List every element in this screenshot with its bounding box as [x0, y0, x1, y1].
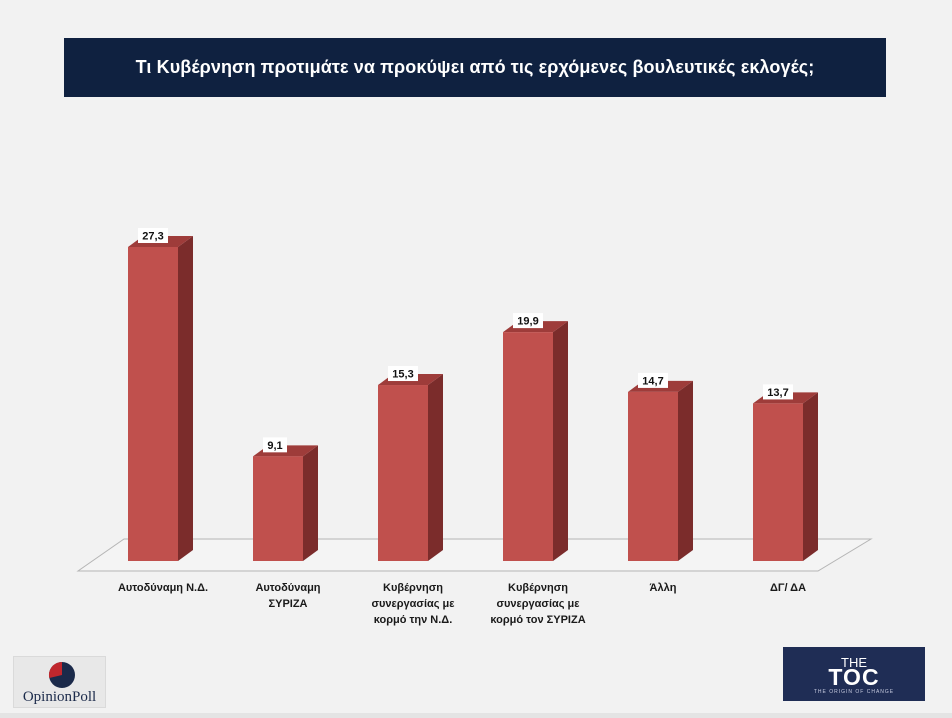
thetoc-logo-the: THE [841, 655, 867, 670]
category-label-line: Κυβέρνηση [508, 582, 568, 594]
category-label: Αυτοδύναμη ΣΥΡΙΖΑ [223, 580, 353, 612]
bar-group: 14,7 [628, 372, 693, 561]
bar [503, 332, 553, 561]
category-label: ΔΓ/ ΔΑ [723, 580, 853, 596]
data-label-box [513, 313, 543, 329]
category-label-line: συνεργασίας με [371, 598, 455, 610]
thetoc-logo: THE TOC THE ORIGIN OF CHANGE [783, 647, 925, 701]
opinionpoll-mark-icon [48, 661, 75, 688]
data-label: 13,7 [767, 387, 788, 399]
category-label-line: συνεργασίας με [496, 598, 580, 610]
category-label-line: ΔΓ/ ΔΑ [769, 582, 807, 594]
bar-side [428, 374, 443, 561]
data-label-box [638, 372, 668, 388]
data-label: 14,7 [642, 375, 663, 387]
opinionpoll-logo-text: OpinionPoll [22, 689, 97, 705]
data-label-box [763, 384, 793, 400]
data-label: 19,9 [517, 316, 538, 328]
bar [628, 391, 678, 561]
bar-side [553, 321, 568, 561]
bar [128, 247, 178, 561]
category-label-line: Αυτοδύναμη [255, 582, 321, 594]
category-label-line: Άλλη [649, 582, 677, 594]
bar [253, 456, 303, 561]
category-label-line: Κυβέρνηση [383, 582, 443, 594]
title-banner: Τι Κυβέρνηση προτιμάτε να προκύψει από τ… [64, 38, 886, 97]
category-label-line: ΣΥΡΙΖΑ [268, 598, 308, 610]
category-label-line: Αυτοδύναμη Ν.Δ. [117, 582, 209, 594]
thetoc-logo-tagline: THE ORIGIN OF CHANGE [813, 689, 895, 695]
chart-title: Τι Κυβέρνηση προτιμάτε να προκύψει από τ… [135, 57, 815, 77]
bar-group: 13,7 [753, 384, 818, 561]
data-label-box [263, 437, 287, 453]
data-label: 27,3 [142, 231, 163, 243]
bar-group: 9,1 [253, 437, 318, 561]
data-label-box [138, 228, 168, 243]
chart-floor [76, 538, 873, 572]
category-label: Άλλη [598, 580, 728, 596]
bar-side [303, 445, 318, 561]
data-label: 9,1 [267, 440, 282, 452]
category-label: Αυτοδύναμη Ν.Δ. [98, 580, 228, 596]
data-label-box [388, 366, 418, 382]
bar [753, 403, 803, 561]
data-label: 15,3 [392, 369, 413, 381]
bottom-rule [0, 713, 952, 718]
category-label-line: κορμό την Ν.Δ. [373, 614, 453, 626]
bar [378, 385, 428, 561]
bar-side [678, 380, 693, 561]
category-label-line: κορμό τον ΣΥΡΙΖΑ [490, 614, 586, 626]
bar-side [803, 392, 818, 561]
category-label: Κυβέρνηση συνεργασίας με κορμό την Ν.Δ. [348, 580, 478, 628]
opinionpoll-logo: OpinionPoll [13, 656, 106, 708]
thetoc-logo-toc: TOC [828, 664, 880, 690]
bar-group: 19,9 [503, 313, 568, 561]
bar-group: 15,3 [378, 366, 443, 561]
bar-side [178, 236, 193, 561]
bar-group: 27,3 [128, 228, 193, 561]
category-label: Κυβέρνηση συνεργασίας με κορμό τον ΣΥΡΙΖΑ [473, 580, 603, 628]
